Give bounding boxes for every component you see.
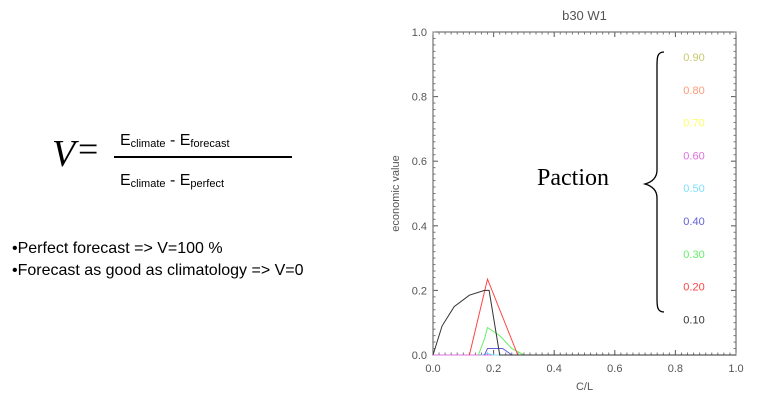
- legend-label-0.20: 0.20: [683, 282, 704, 294]
- bullet-item: •Forecast as good as climatology => V=0: [12, 262, 304, 279]
- y-tick-label: 0.6: [412, 156, 427, 168]
- y-tick-label: 0.2: [412, 285, 427, 297]
- legend-label-0.90: 0.90: [683, 52, 704, 64]
- fraction-bar: [114, 156, 292, 158]
- y-tick-label: 0.4: [412, 221, 427, 233]
- x-axis-label: C/L: [576, 381, 593, 393]
- formula-equals: =: [78, 129, 99, 169]
- series-line-0.30: [477, 326, 736, 356]
- legend-label-0.40: 0.40: [683, 216, 704, 228]
- x-tick-label: 0.0: [425, 363, 440, 375]
- legend-label-0.30: 0.30: [683, 249, 704, 261]
- x-tick-label: 0.2: [486, 363, 501, 375]
- x-tick-label: 0.6: [607, 363, 622, 375]
- economic-value-chart: b30 W1 0.0 0.2 0.4 0.6 0.8 1.0 0.0 0.2 0.4 0.6 0.8 1…: [390, 8, 744, 393]
- x-tick-label: 0.4: [547, 363, 562, 375]
- x-tick-label: 0.8: [668, 363, 683, 375]
- legend-label-0.10: 0.10: [683, 314, 704, 326]
- legend-label-0.70: 0.70: [683, 118, 704, 130]
- formula-numerator: Eclimate - Eforecast: [120, 132, 230, 150]
- legend-label-0.60: 0.60: [683, 150, 704, 162]
- y-axis-label: economic value: [390, 155, 402, 231]
- formula-lhs: V: [52, 133, 76, 175]
- x-tick-label: 1.0: [728, 363, 743, 375]
- curly-brace: [642, 51, 665, 313]
- bullet-list: •Perfect forecast => V=100 % •Forecast a…: [12, 238, 304, 282]
- series-line-0.10: [432, 289, 736, 356]
- bullet-item: •Perfect forecast => V=100 %: [12, 240, 223, 257]
- economic-value-formula: V = Eclimate - Eforecast Eclimate - Eper…: [52, 118, 352, 198]
- y-tick-label: 0.0: [412, 350, 427, 362]
- y-tick-label: 0.8: [412, 92, 427, 104]
- legend-label-0.80: 0.80: [683, 85, 704, 97]
- y-tick-label: 1.0: [412, 27, 427, 39]
- legend-label-0.50: 0.50: [683, 183, 704, 195]
- formula-denominator: Eclimate - Eperfect: [120, 172, 225, 190]
- paction-label: Paction: [537, 165, 609, 191]
- chart-title: b30 W1: [562, 8, 607, 23]
